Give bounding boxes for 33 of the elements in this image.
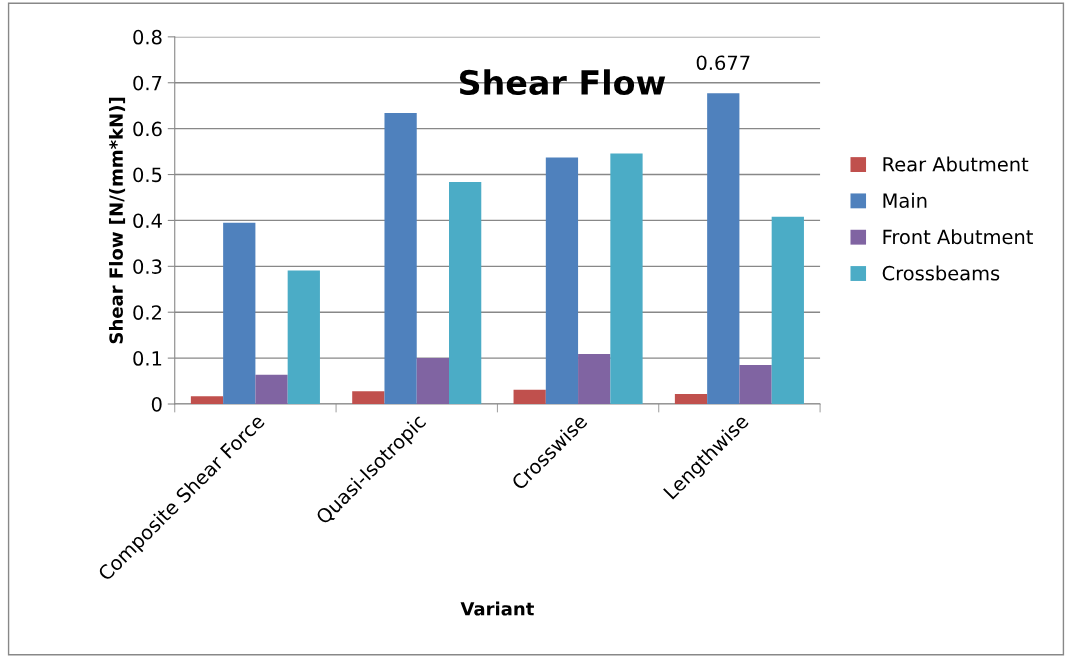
y-tick-label: 0 — [151, 396, 162, 412]
text: Shear Flow — [459, 69, 666, 96]
bar — [223, 222, 256, 405]
legend-label: Rear Abutment — [883, 156, 1029, 172]
y-tick-label: 0.6 — [133, 121, 162, 137]
bar — [771, 216, 804, 405]
bar — [739, 365, 772, 405]
y-tick-label: 0.2 — [133, 305, 161, 320]
bar — [707, 93, 740, 405]
annotation: 0.677 — [696, 55, 750, 71]
bar — [352, 391, 385, 405]
bar — [513, 389, 546, 405]
bar — [578, 353, 611, 405]
y-tick-label: 0.1 — [133, 351, 162, 366]
y-tick-label: 0.7 — [133, 75, 162, 91]
bar — [384, 113, 417, 405]
y-tick-label: 0.5 — [133, 167, 162, 183]
x-axis-title: Variant — [460, 601, 534, 616]
bar — [287, 270, 320, 405]
bar — [255, 374, 288, 405]
bar — [545, 157, 579, 405]
bar — [674, 393, 708, 405]
y-tick-label: 0.3 — [133, 259, 162, 274]
legend-label: Main — [883, 192, 927, 208]
y-axis-title: Shear Flow [N/(mm*kN)] — [108, 97, 126, 344]
y-tick-label: 0.8 — [133, 29, 162, 45]
bar — [610, 153, 643, 405]
bar — [190, 396, 224, 405]
bar — [416, 358, 450, 405]
bar — [449, 181, 482, 405]
y-tick-label: 0.4 — [133, 213, 162, 229]
legend-label: Crossbeams — [882, 265, 1000, 281]
legend-label: Front Abutment — [883, 229, 1033, 245]
